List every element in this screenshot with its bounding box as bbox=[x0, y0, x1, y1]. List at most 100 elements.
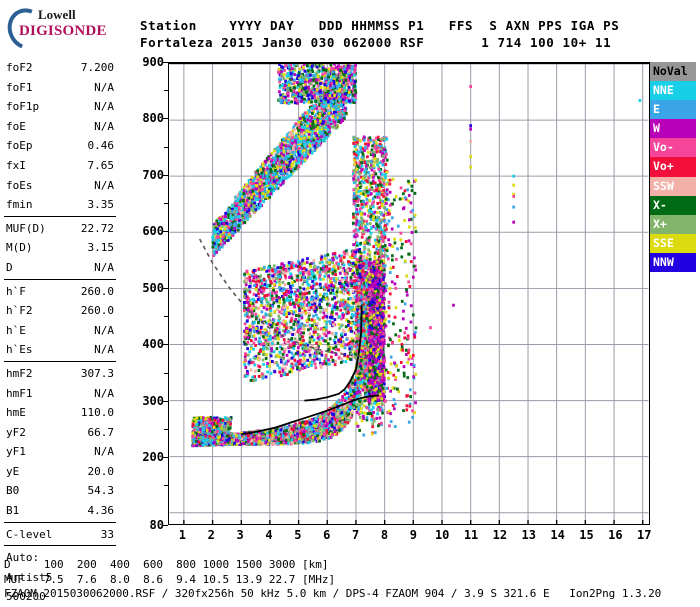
y-axis-major-tick bbox=[162, 288, 168, 289]
param-value: 54.3 bbox=[88, 481, 115, 501]
param-row-hf: h`F 260.0 bbox=[4, 282, 116, 302]
param-key: D bbox=[6, 258, 13, 278]
legend-item-e[interactable]: E bbox=[650, 100, 696, 119]
legend-item-nnw[interactable]: NNW bbox=[650, 253, 696, 272]
y-axis-minor-tick bbox=[164, 147, 168, 148]
x-axis-label: 11 bbox=[464, 528, 478, 542]
param-divider bbox=[4, 522, 116, 523]
y-axis-label: 700 bbox=[142, 168, 164, 182]
station-header: Station YYYY DAY DDD HHMMSS P1 FFS S AXN… bbox=[140, 17, 619, 51]
param-key: M(D) bbox=[6, 238, 33, 258]
legend-item-x[interactable]: X+ bbox=[650, 215, 696, 234]
y-axis-major-tick bbox=[162, 62, 168, 63]
y-axis-label: 500 bbox=[142, 281, 164, 295]
param-row-md: M(D) 3.15 bbox=[4, 238, 116, 258]
legend-item-w[interactable]: W bbox=[650, 119, 696, 138]
legend-item-x[interactable]: X- bbox=[650, 196, 696, 215]
legend-item-sse[interactable]: SSE bbox=[650, 234, 696, 253]
param-divider bbox=[4, 545, 116, 546]
y-axis-minor-tick bbox=[164, 373, 168, 374]
param-value: 7.200 bbox=[81, 58, 114, 78]
param-value: 66.7 bbox=[88, 423, 115, 443]
param-value: 260.0 bbox=[81, 301, 114, 321]
param-value: 22.72 bbox=[81, 219, 114, 239]
param-key: foEp bbox=[6, 136, 33, 156]
param-value: N/A bbox=[94, 78, 114, 98]
y-axis-label: 900 bbox=[142, 55, 164, 69]
y-axis-minor-tick bbox=[164, 429, 168, 430]
y-axis-major-tick bbox=[162, 118, 168, 119]
param-key: foE bbox=[6, 117, 26, 137]
param-value: 110.0 bbox=[81, 403, 114, 423]
param-value: 20.0 bbox=[88, 462, 115, 482]
x-axis-label: 10 bbox=[435, 528, 449, 542]
y-axis-minor-tick bbox=[164, 485, 168, 486]
legend-item-nne[interactable]: NNE bbox=[650, 81, 696, 100]
param-value: N/A bbox=[94, 176, 114, 196]
param-row-ye: yE 20.0 bbox=[4, 462, 116, 482]
param-value: 3.35 bbox=[88, 195, 115, 215]
param-value: 7.65 bbox=[88, 156, 115, 176]
header-values-row: Fortaleza 2015 Jan30 030 062000 RSF 1 71… bbox=[140, 35, 611, 50]
y-axis-major-tick bbox=[162, 401, 168, 402]
legend-item-noval[interactable]: NoVal bbox=[650, 62, 696, 81]
param-row-fof1: foF1 N/A bbox=[4, 78, 116, 98]
param-key: foF1 bbox=[6, 78, 33, 98]
y-axis-label: 800 bbox=[142, 111, 164, 125]
param-value: N/A bbox=[94, 321, 114, 341]
x-axis-label: 3 bbox=[237, 528, 244, 542]
x-axis-label: 16 bbox=[608, 528, 622, 542]
y-axis-major-tick bbox=[162, 231, 168, 232]
x-axis-label: 15 bbox=[579, 528, 593, 542]
legend-item-vo[interactable]: Vo+ bbox=[650, 157, 696, 176]
param-key: yE bbox=[6, 462, 19, 482]
legend-item-ssw[interactable]: SSW bbox=[650, 177, 696, 196]
x-axis-label: 12 bbox=[493, 528, 507, 542]
y-axis-minor-tick bbox=[164, 260, 168, 261]
y-axis-major-tick bbox=[162, 344, 168, 345]
y-axis-label: 400 bbox=[142, 337, 164, 351]
logo-lowell-text: Lowell bbox=[38, 7, 76, 23]
param-key: fxI bbox=[6, 156, 26, 176]
param-key: yF1 bbox=[6, 442, 26, 462]
param-key: foF1p bbox=[6, 97, 39, 117]
param-row-fxi: fxI 7.65 bbox=[4, 156, 116, 176]
param-key: hmE bbox=[6, 403, 26, 423]
param-value: 4.36 bbox=[88, 501, 115, 521]
footer-d-row: D 100 200 400 600 800 1000 1500 3000 [km… bbox=[4, 558, 329, 571]
legend-item-vo[interactable]: Vo- bbox=[650, 138, 696, 157]
lowell-digisonde-logo: Lowell DIGISONDE bbox=[8, 6, 128, 48]
param-key: hmF2 bbox=[6, 364, 33, 384]
param-divider bbox=[4, 279, 116, 280]
y-axis-minor-tick bbox=[164, 90, 168, 91]
param-key: foEs bbox=[6, 176, 33, 196]
param-key: MUF(D) bbox=[6, 219, 46, 239]
footer-info: D 100 200 400 600 800 1000 1500 3000 [km… bbox=[4, 558, 698, 602]
param-value: 3.15 bbox=[88, 238, 115, 258]
param-row-foes: foEs N/A bbox=[4, 176, 116, 196]
param-row-hme: hmE 110.0 bbox=[4, 403, 116, 423]
x-axis-label: 2 bbox=[208, 528, 215, 542]
x-axis-label: 6 bbox=[323, 528, 330, 542]
param-key: h`F bbox=[6, 282, 26, 302]
footer-muf-row: MUF 7.5 7.6 8.0 8.6 9.4 10.5 13.9 22.7 [… bbox=[4, 573, 335, 586]
param-key: hmF1 bbox=[6, 384, 33, 404]
logo-digisonde-text: DIGISONDE bbox=[19, 23, 107, 40]
param-value: 260.0 bbox=[81, 282, 114, 302]
ionogram-plot-area[interactable] bbox=[168, 62, 650, 525]
y-axis-major-tick bbox=[162, 175, 168, 176]
y-axis-major-tick bbox=[162, 457, 168, 458]
x-axis-label: 9 bbox=[410, 528, 417, 542]
param-key: B1 bbox=[6, 501, 19, 521]
param-divider bbox=[4, 216, 116, 217]
